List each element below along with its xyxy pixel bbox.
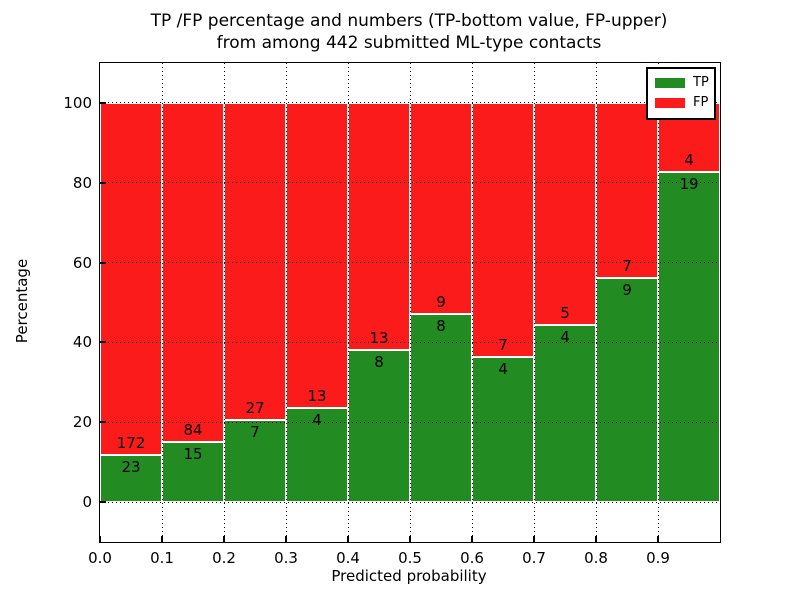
y-tick-label: 100 <box>63 93 92 112</box>
bar-segment-fp <box>534 102 596 325</box>
legend: TP FP <box>646 67 716 120</box>
bar-label-tp: 19 <box>679 175 699 194</box>
y-tick <box>100 261 106 264</box>
bar-label-tp: 4 <box>498 359 508 378</box>
grid-line-x <box>533 63 535 542</box>
x-tick <box>161 536 163 542</box>
bar-label-fp: 9 <box>436 293 446 312</box>
bar-label-fp: 7 <box>622 256 632 275</box>
chart-title: TP /FP percentage and numbers (TP-bottom… <box>99 10 719 54</box>
grid-line-x <box>409 63 411 542</box>
bar-label-tp: 4 <box>312 411 322 430</box>
bar-segment-fp <box>348 102 410 350</box>
bar-segment-tp <box>658 172 720 503</box>
bar-segment-tp <box>224 419 286 503</box>
bar-label-tp: 9 <box>622 280 632 299</box>
x-tick <box>657 536 659 542</box>
x-tick <box>223 536 225 542</box>
bar-label-tp: 8 <box>374 353 384 372</box>
y-axis-label: Percentage <box>13 258 31 344</box>
grid-line-x <box>161 63 163 542</box>
bar-label-tp: 15 <box>183 444 203 463</box>
grid-line-x <box>285 63 287 542</box>
bar-label-tp: 8 <box>436 317 446 336</box>
x-tick <box>595 536 597 542</box>
bar-segment-tp <box>162 441 224 503</box>
bar-segment-fp <box>100 102 162 455</box>
y-tick <box>100 101 106 104</box>
bar-label-fp: 84 <box>183 420 203 439</box>
x-tick-label: 0.6 <box>460 549 484 567</box>
bar-label-fp: 4 <box>684 151 694 170</box>
x-tick-label: 0.1 <box>150 549 174 567</box>
grid-line-x <box>347 63 349 542</box>
bar-label-fp: 172 <box>116 434 146 452</box>
y-tick <box>100 341 106 344</box>
bar-label-tp: 7 <box>250 422 260 441</box>
y-tick-label: 0 <box>82 493 92 512</box>
legend-swatch-tp-icon <box>655 77 685 88</box>
bar-segment-fp <box>472 102 534 357</box>
y-tick <box>100 501 106 504</box>
y-tick <box>100 421 106 424</box>
plot-area: TP FP 172 23 84 15 27 7 13 4 13 8 9 8 7 4 5 4 7 9 4 19 0 20 40 6… <box>63 62 721 567</box>
y-tick-label: 20 <box>72 413 92 432</box>
x-tick-label: 0.0 <box>88 549 112 567</box>
grid-line-x <box>595 63 597 542</box>
bar-segment-fp <box>286 102 348 409</box>
bar-label-tp: 23 <box>121 458 141 476</box>
x-tick-label: 0.2 <box>212 549 236 567</box>
x-tick-label: 0.3 <box>274 549 298 567</box>
x-tick <box>409 536 411 542</box>
y-tick <box>100 181 106 184</box>
bar-label-fp: 27 <box>245 398 265 417</box>
bar-label-fp: 5 <box>560 303 570 322</box>
x-tick <box>99 536 101 542</box>
y-tick-label: 80 <box>72 173 92 192</box>
bar-label-fp: 13 <box>369 329 389 348</box>
bar-label-fp: 7 <box>498 335 508 354</box>
legend-label: FP <box>693 95 709 110</box>
x-tick-label: 0.5 <box>398 549 422 567</box>
x-tick-label: 0.7 <box>522 549 546 567</box>
bar-segment-fp <box>162 102 224 442</box>
x-tick-label: 0.9 <box>646 549 670 567</box>
bar-segment-tp <box>100 455 162 503</box>
bar-segment-fp <box>596 102 658 278</box>
y-tick-label: 40 <box>72 333 92 352</box>
chart-title-line1: TP /FP percentage and numbers (TP-bottom… <box>150 11 668 31</box>
bar-segment-tp <box>596 277 658 503</box>
x-tick-label: 0.8 <box>584 549 608 567</box>
bar-segment-fp <box>410 102 472 315</box>
legend-label: TP <box>693 75 709 90</box>
legend-item: FP <box>655 96 708 109</box>
x-axis-label: Predicted probability <box>331 567 487 585</box>
x-tick <box>347 536 349 542</box>
bar-segment-tp <box>348 350 410 503</box>
bar-label-tp: 4 <box>560 327 570 346</box>
bar-label-fp: 13 <box>307 387 327 406</box>
chart-title-line2: from among 442 submitted ML-type contact… <box>216 33 602 53</box>
bar-segment-tp <box>472 356 534 503</box>
x-tick-label: 0.4 <box>336 549 360 567</box>
y-tick-label: 60 <box>72 253 92 272</box>
bar-segment-tp <box>410 314 472 503</box>
grid-line-x <box>471 63 473 542</box>
x-tick <box>533 536 535 542</box>
grid-line-x <box>223 63 225 542</box>
legend-item: TP <box>655 75 709 90</box>
bar-segment-tp <box>286 408 348 503</box>
grid-line-x <box>657 63 659 542</box>
legend-swatch-fp-icon <box>655 97 685 108</box>
x-tick <box>285 536 287 542</box>
x-tick <box>471 536 473 542</box>
bar-segment-tp <box>534 324 596 503</box>
